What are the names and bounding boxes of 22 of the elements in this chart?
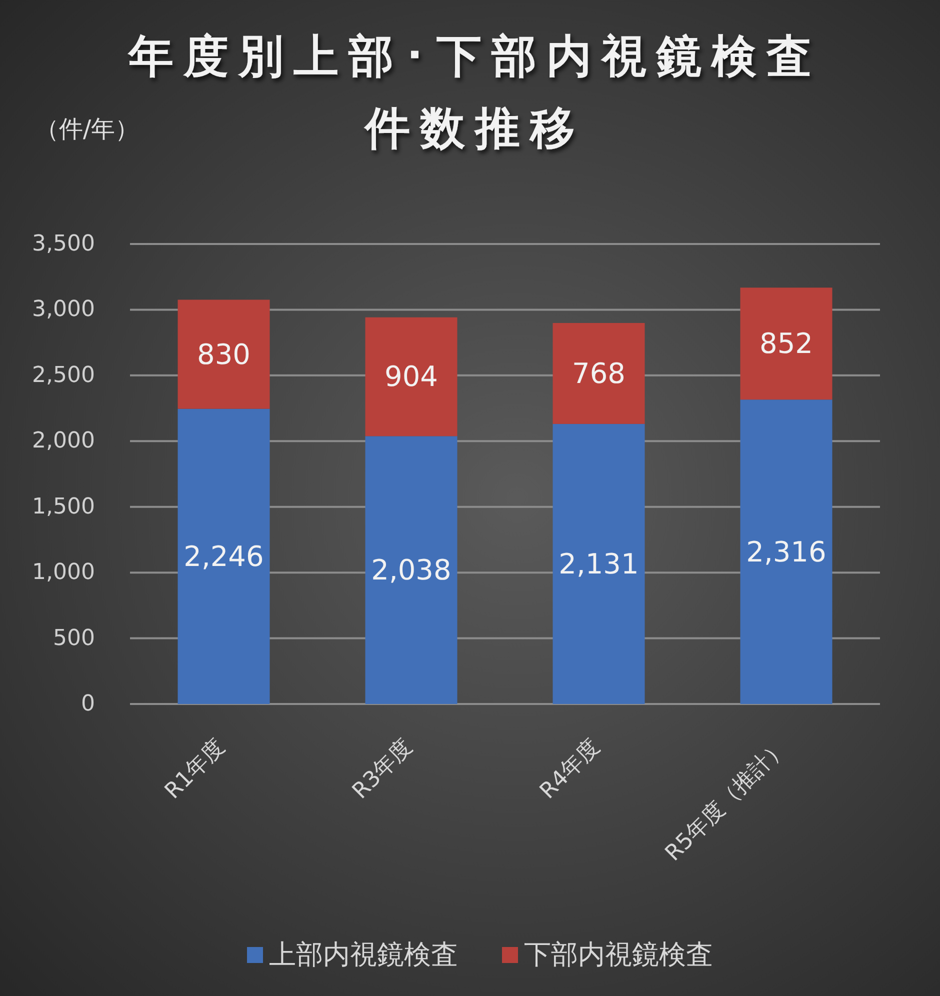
y-tick-label: 3,000	[32, 297, 95, 322]
data-label: 768	[572, 356, 626, 390]
data-label: 904	[384, 360, 438, 394]
x-tick-label: R3年度	[348, 734, 418, 804]
x-tick-label: R1年度	[160, 734, 230, 804]
y-tick-label: 3,500	[32, 232, 95, 256]
legend-label: 上部内視鏡検査	[269, 940, 458, 970]
data-label: 852	[760, 327, 813, 360]
x-tick-label: R4年度	[535, 734, 605, 804]
data-label: 2,246	[184, 540, 264, 573]
y-tick-label: 2,000	[32, 428, 95, 454]
y-tick-label: 500	[53, 626, 95, 651]
y-tick-label: 0	[81, 692, 95, 716]
data-label: 830	[197, 338, 250, 371]
data-label: 2,038	[371, 554, 452, 587]
y-tick-label: 1,000	[32, 560, 95, 586]
legend-label: 下部内視鏡検査	[524, 940, 713, 970]
x-tick-label: R5年度（推計）	[660, 734, 792, 866]
data-label: 2,131	[558, 547, 639, 580]
data-label: 2,316	[746, 535, 826, 568]
y-tick-label: 1,500	[32, 494, 95, 520]
y-tick-label: 2,500	[32, 362, 95, 388]
